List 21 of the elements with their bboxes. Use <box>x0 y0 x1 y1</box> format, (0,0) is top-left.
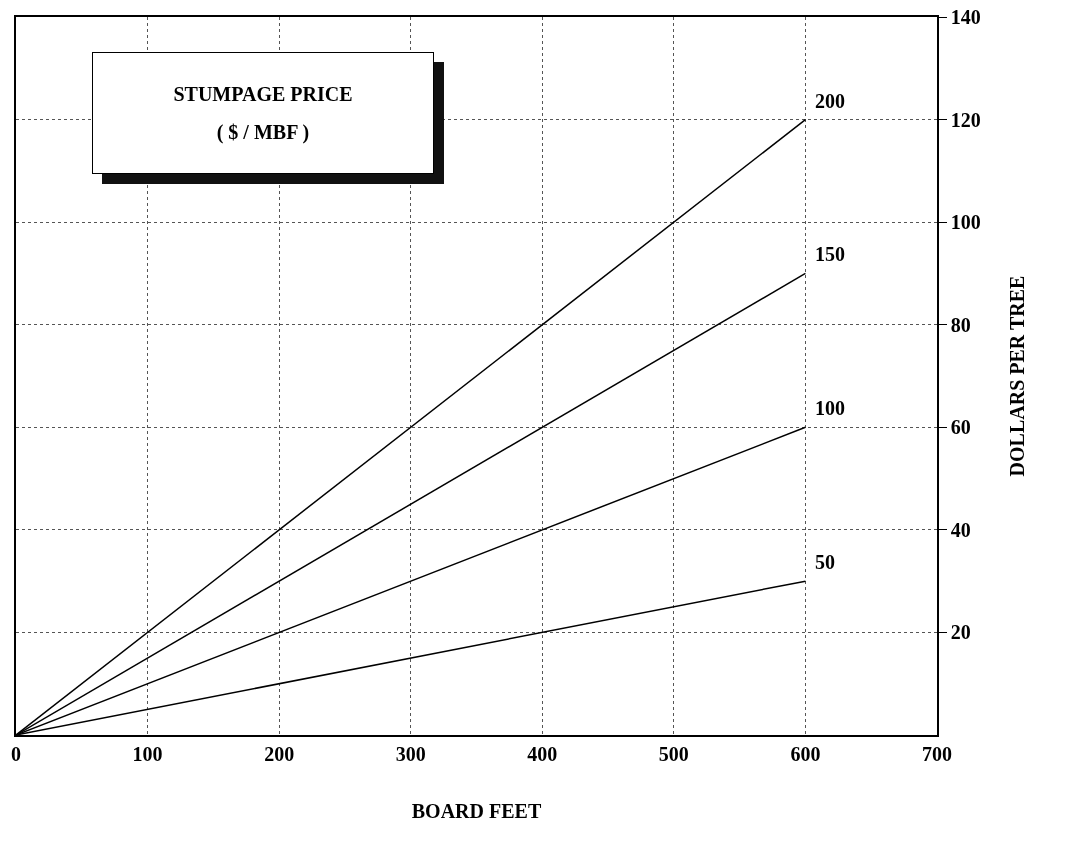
y-tick-label: 20 <box>950 621 971 644</box>
series-label: 200 <box>815 90 845 112</box>
y-tick-label: 140 <box>950 6 981 28</box>
y-tick-label: 40 <box>950 518 971 541</box>
y-tick-label: 60 <box>950 416 971 439</box>
x-axis-title: BOARD FEET <box>411 799 542 822</box>
series-label: 50 <box>815 551 835 573</box>
series-label: 100 <box>815 397 845 419</box>
y-axis-title: DOLLARS PER TREE <box>1005 275 1028 477</box>
y-tick-label: 120 <box>950 108 981 131</box>
x-tick-label: 600 <box>790 742 821 765</box>
x-tick-label: 500 <box>658 742 689 765</box>
y-tick-label: 100 <box>950 211 981 234</box>
x-tick-label: 200 <box>264 742 295 765</box>
x-tick-label: 0 <box>11 742 21 765</box>
x-tick-label: 700 <box>922 742 952 765</box>
x-tick-label: 300 <box>395 742 426 765</box>
series-label: 150 <box>815 243 845 265</box>
x-tick-label: 400 <box>527 742 558 765</box>
x-tick-label: 100 <box>132 742 163 765</box>
y-tick-label: 80 <box>950 313 971 336</box>
